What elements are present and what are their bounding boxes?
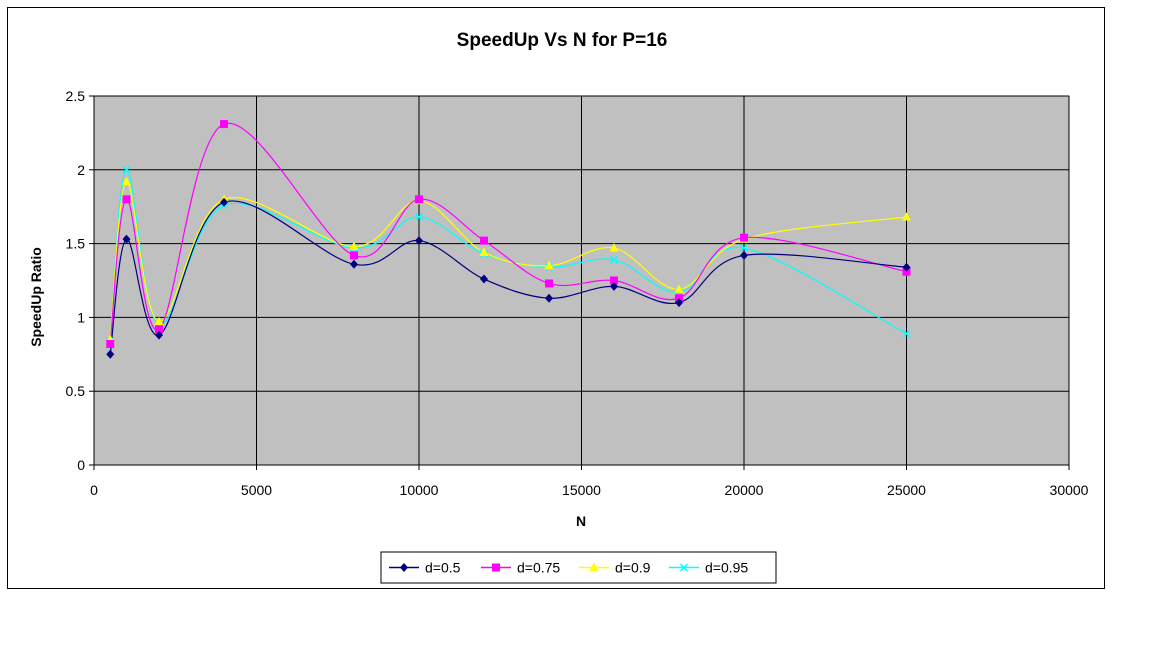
legend-marker-3 bbox=[679, 563, 689, 572]
legend-label-2: d=0.9 bbox=[615, 560, 651, 576]
data-point-series-2 bbox=[902, 212, 911, 221]
x-tick-label: 5000 bbox=[241, 482, 272, 498]
data-point-series-0 bbox=[545, 293, 553, 303]
data-point-series-1 bbox=[220, 120, 228, 129]
data-point-series-0 bbox=[902, 262, 911, 272]
x-tick-label: 15000 bbox=[562, 482, 601, 498]
legend-label-0: d=0.5 bbox=[425, 560, 461, 576]
data-point-series-0 bbox=[740, 250, 748, 260]
x-tick-label: 30000 bbox=[1050, 482, 1089, 498]
data-point-series-0 bbox=[106, 349, 115, 359]
data-point-series-2 bbox=[122, 176, 131, 186]
data-point-series-2 bbox=[349, 241, 359, 251]
data-point-series-0 bbox=[122, 234, 131, 244]
data-point-series-1 bbox=[480, 236, 488, 245]
x-axis-title: N bbox=[576, 513, 586, 529]
chart-title: SpeedUp Vs N for P=16 bbox=[457, 30, 668, 51]
data-point-series-0 bbox=[480, 274, 488, 284]
data-point-series-2 bbox=[609, 243, 619, 252]
data-point-series-0 bbox=[155, 330, 163, 340]
data-point-series-0 bbox=[610, 281, 618, 291]
data-point-series-2 bbox=[544, 260, 554, 270]
legend-label-1: d=0.75 bbox=[517, 560, 560, 576]
marker-stroke bbox=[902, 329, 911, 338]
legend-marker-1 bbox=[492, 563, 500, 572]
data-point-series-3 bbox=[739, 243, 749, 253]
data-point-series-0 bbox=[350, 259, 358, 269]
data-point-series-1 bbox=[155, 325, 163, 334]
legend-marker-2 bbox=[589, 562, 599, 571]
data-point-series-2 bbox=[674, 284, 684, 293]
data-point-series-1 bbox=[740, 233, 748, 242]
y-tick-label: 1 bbox=[77, 309, 85, 325]
data-point-series-1 bbox=[122, 195, 131, 204]
data-point-series-1 bbox=[350, 251, 358, 260]
data-point-series-0 bbox=[220, 197, 228, 207]
data-point-series-1 bbox=[415, 195, 423, 204]
marker-stroke bbox=[739, 243, 749, 253]
data-point-series-0 bbox=[675, 298, 683, 308]
marker-stroke bbox=[122, 165, 131, 174]
chart-area: SpeedUp Vs N for P=16 0 0.5 1 1.5 2 2.5 0 5000 1… bbox=[7, 7, 1105, 589]
data-point-series-3 bbox=[609, 255, 619, 264]
data-point-series-3 bbox=[902, 329, 911, 338]
data-point-series-1 bbox=[610, 276, 618, 285]
y-tick-label: 2 bbox=[77, 162, 85, 178]
marker-stroke bbox=[414, 213, 424, 222]
data-point-series-1 bbox=[545, 279, 553, 288]
data-point-series-2 bbox=[479, 247, 489, 256]
x-tick-label: 0 bbox=[90, 482, 98, 498]
marker-stroke bbox=[679, 563, 689, 572]
legend: d=0.5 d=0.75 d=0.9 d=0.95 bbox=[380, 551, 777, 584]
x-tick-label: 20000 bbox=[725, 482, 764, 498]
series-line-1 bbox=[109, 122, 907, 345]
y-tick-label: 1.5 bbox=[66, 236, 86, 252]
data-point-series-3 bbox=[414, 213, 424, 222]
x-tick-label: 25000 bbox=[887, 482, 926, 498]
y-tick-label: 2.5 bbox=[66, 88, 86, 104]
legend-marker-0 bbox=[400, 563, 408, 572]
chart-svg: SpeedUp Vs N for P=16 0 0.5 1 1.5 2 2.5 0 5000 1… bbox=[28, 30, 1089, 584]
y-tick-label: 0 bbox=[77, 457, 85, 473]
legend-box bbox=[380, 551, 777, 584]
data-point-series-2 bbox=[154, 316, 164, 326]
data-point-series-1 bbox=[106, 339, 115, 348]
data-point-series-0 bbox=[415, 236, 423, 246]
plot-area: 0 0.5 1 1.5 2 2.5 0 5000 10000 15000 20000 25000 300… bbox=[66, 88, 1089, 498]
y-tick-label: 0.5 bbox=[66, 383, 86, 399]
marker-stroke bbox=[609, 255, 619, 264]
legend-label-3: d=0.95 bbox=[705, 560, 748, 576]
y-axis-title: SpeedUp Ratio bbox=[28, 247, 44, 347]
data-point-series-3 bbox=[122, 165, 131, 174]
x-tick-label: 10000 bbox=[400, 482, 439, 498]
